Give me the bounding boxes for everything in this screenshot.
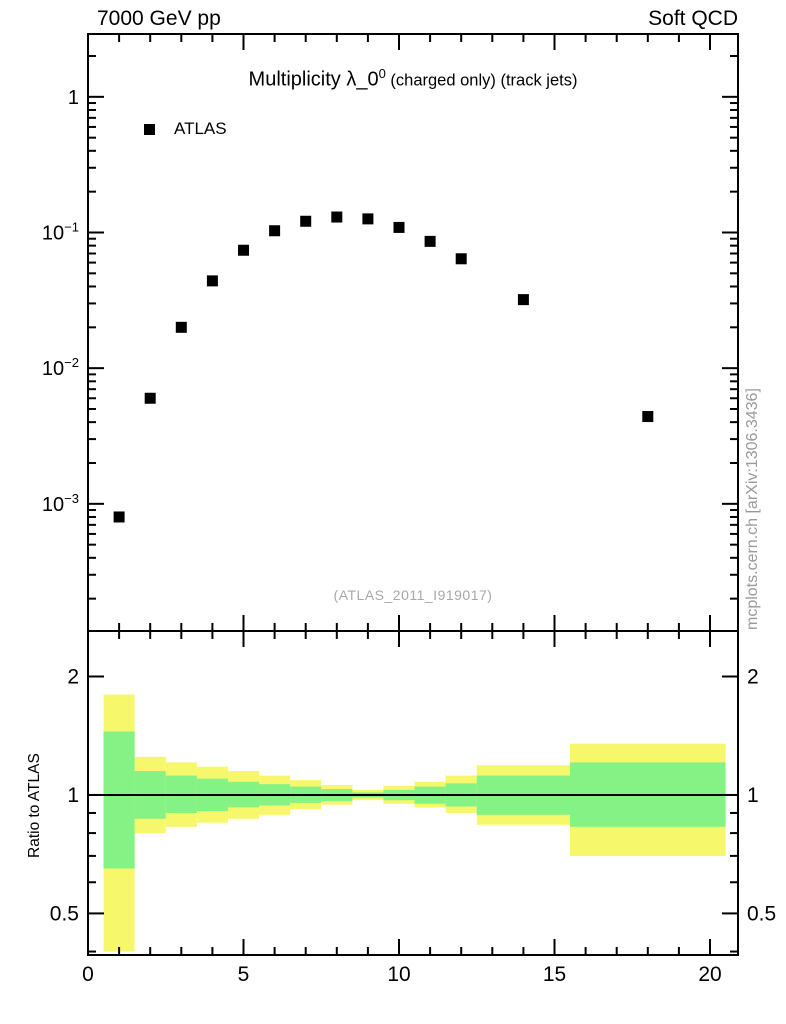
- x-tick-label: 10: [387, 963, 410, 986]
- data-point: [269, 225, 281, 237]
- analysis-id-watermark: (ATLAS_2011_I919017): [333, 587, 493, 603]
- ratio-tick-label-right: 2: [747, 665, 759, 688]
- data-point: [113, 511, 125, 523]
- legend-label: ATLAS: [174, 119, 227, 138]
- uncertainty-band-inner: [103, 731, 135, 869]
- y-tick-label: 10−3: [42, 491, 79, 516]
- ratio-tick-label-left: 0.5: [50, 902, 79, 925]
- data-point: [362, 213, 374, 225]
- data-point: [300, 215, 312, 227]
- data-point: [517, 294, 529, 306]
- data-point: [331, 211, 343, 223]
- y-tick-label: 1: [68, 87, 79, 109]
- data-point: [175, 321, 187, 333]
- x-tick-label: 5: [238, 963, 250, 986]
- title-observable: Multiplicity λ_0: [248, 68, 379, 91]
- data-point: [455, 253, 467, 265]
- ratio-tick-label-left: 1: [67, 784, 79, 807]
- data-point: [393, 221, 405, 233]
- legend: ATLAS: [144, 119, 227, 139]
- x-tick-label: 0: [82, 963, 94, 986]
- title-qualifiers: (charged only) (track jets): [385, 71, 578, 90]
- y-tick-label: 10−1: [42, 219, 79, 244]
- x-tick-label: 20: [698, 963, 721, 986]
- x-tick-label: 15: [543, 963, 566, 986]
- data-point: [642, 411, 654, 423]
- chart-title: Multiplicity λ_00 (charged only) (track …: [88, 66, 738, 92]
- process-group-label: Soft QCD: [648, 7, 738, 30]
- ratio-tick-label-right: 1: [747, 784, 759, 807]
- y-tick-label: 10−2: [42, 355, 79, 380]
- ratio-tick-label-left: 2: [67, 665, 79, 688]
- ratio-panel-frame: [87, 630, 739, 956]
- data-point: [238, 244, 250, 256]
- beam-energy-label: 7000 GeV pp: [97, 7, 221, 30]
- data-point: [206, 275, 218, 287]
- atlas-square-marker-icon: [144, 123, 155, 135]
- ratio-tick-label-right: 0.5: [747, 902, 776, 925]
- data-point: [144, 392, 156, 404]
- title-superscript: 0: [378, 66, 386, 81]
- data-point: [424, 235, 436, 247]
